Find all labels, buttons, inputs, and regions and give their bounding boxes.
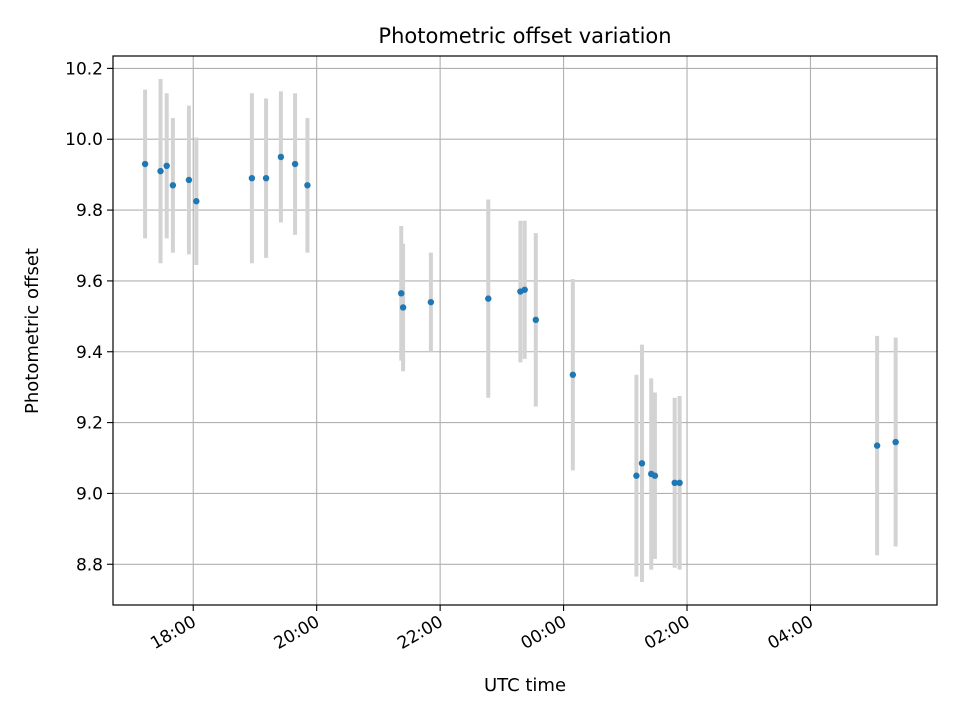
chart-title: Photometric offset variation <box>378 24 671 48</box>
data-point <box>633 472 640 479</box>
data-point <box>163 162 170 169</box>
data-point <box>169 182 177 189</box>
data-point <box>521 286 528 293</box>
x-axis-ticks: 18:00 20:00 22:00 00:00 02:00 04:00 <box>147 605 817 654</box>
data-point <box>141 160 149 168</box>
data-point <box>185 176 193 184</box>
y-tick-label: 9.0 <box>76 484 103 504</box>
y-axis-label: Photometric offset <box>22 248 43 414</box>
data-points <box>141 153 899 487</box>
data-point <box>892 438 899 446</box>
data-point <box>291 160 299 168</box>
y-tick-label: 9.8 <box>76 201 103 221</box>
data-point <box>262 174 270 182</box>
data-point <box>304 182 311 189</box>
data-point <box>485 295 492 302</box>
plot-frame <box>112 55 938 606</box>
y-tick-label: 9.6 <box>76 272 103 292</box>
data-point <box>873 442 881 449</box>
data-point <box>277 153 285 161</box>
data-point <box>638 460 646 467</box>
data-point <box>193 198 200 205</box>
data-point <box>676 479 683 487</box>
y-tick-label: 9.2 <box>76 414 103 434</box>
data-point <box>398 290 405 297</box>
y-tick-label: 9.4 <box>76 343 103 363</box>
x-axis-label: UTC time <box>484 675 566 696</box>
data-point <box>651 472 659 479</box>
data-point <box>427 298 435 306</box>
data-point <box>532 316 540 324</box>
data-point <box>157 167 164 175</box>
data-point <box>399 304 407 311</box>
y-tick-label: 8.8 <box>76 555 103 575</box>
data-point <box>248 174 256 182</box>
y-tick-label: 10.2 <box>65 59 103 79</box>
y-tick-label: 10.0 <box>65 130 103 150</box>
data-point <box>671 479 678 487</box>
y-axis-ticks: 8.8 9.0 9.2 9.4 9.6 9.8 10.0 10.2 <box>65 59 113 575</box>
data-point <box>569 371 577 378</box>
